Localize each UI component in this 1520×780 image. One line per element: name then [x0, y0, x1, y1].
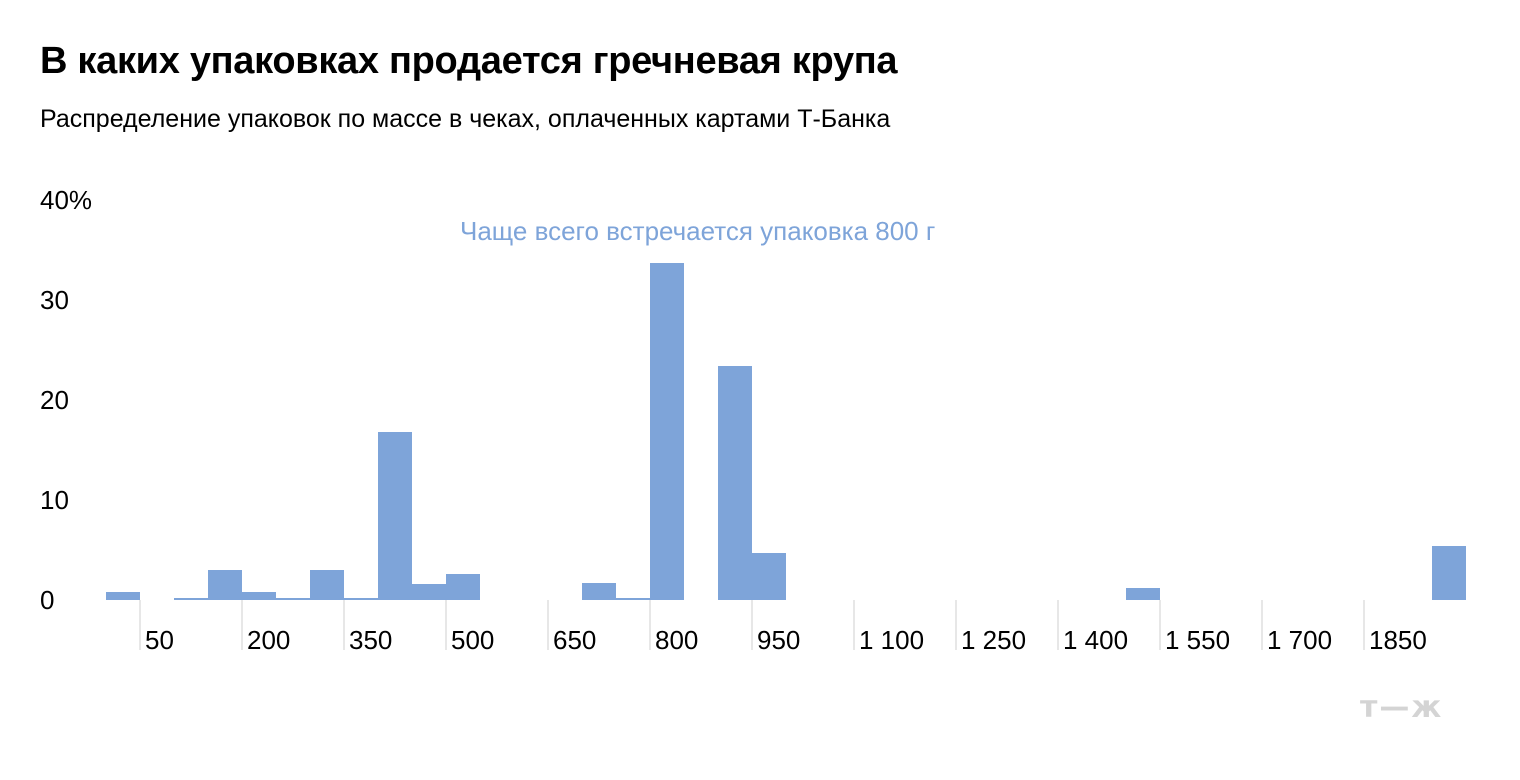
x-tick-label: 50 — [145, 625, 174, 655]
y-tick-label: 20 — [40, 385, 69, 415]
y-tick-label: 0 — [40, 585, 54, 615]
bar — [174, 598, 208, 600]
bar — [1126, 588, 1160, 600]
y-tick-label: 40% — [40, 185, 92, 215]
chart-subtitle: Распределение упаковок по массе в чеках,… — [40, 105, 891, 133]
x-tick-label: 950 — [757, 625, 800, 655]
bar — [310, 570, 344, 600]
x-tick-label: 1 550 — [1165, 625, 1230, 655]
bar — [752, 553, 786, 600]
chart-annotation: Чаще всего встречается упаковка 800 г — [460, 216, 935, 246]
tzh-logo: т—ж — [1360, 690, 1444, 725]
bar — [650, 263, 684, 600]
x-tick-label: 200 — [247, 625, 290, 655]
x-tick-label: 350 — [349, 625, 392, 655]
bar — [616, 598, 650, 600]
x-tick-label: 650 — [553, 625, 596, 655]
bar — [276, 598, 310, 600]
y-tick-label: 30 — [40, 285, 69, 315]
bar — [344, 598, 378, 600]
bar — [582, 583, 616, 600]
bar — [1432, 546, 1466, 600]
bar — [378, 432, 412, 600]
y-tick-label: 10 — [40, 485, 69, 515]
bar — [446, 574, 480, 600]
x-tick-label: 1 250 — [961, 625, 1026, 655]
x-tick-label: 1850 — [1369, 625, 1427, 655]
x-tick-label: 800 — [655, 625, 698, 655]
bar — [412, 584, 446, 600]
x-tick-label: 500 — [451, 625, 494, 655]
chart-title: В каких упаковках продается гречневая кр… — [40, 40, 898, 82]
bar — [208, 570, 242, 600]
x-tick-label: 1 400 — [1063, 625, 1128, 655]
bar — [718, 366, 752, 600]
bar — [106, 592, 140, 600]
bar — [242, 592, 276, 600]
x-tick-label: 1 700 — [1267, 625, 1332, 655]
x-tick-label: 1 100 — [859, 625, 924, 655]
